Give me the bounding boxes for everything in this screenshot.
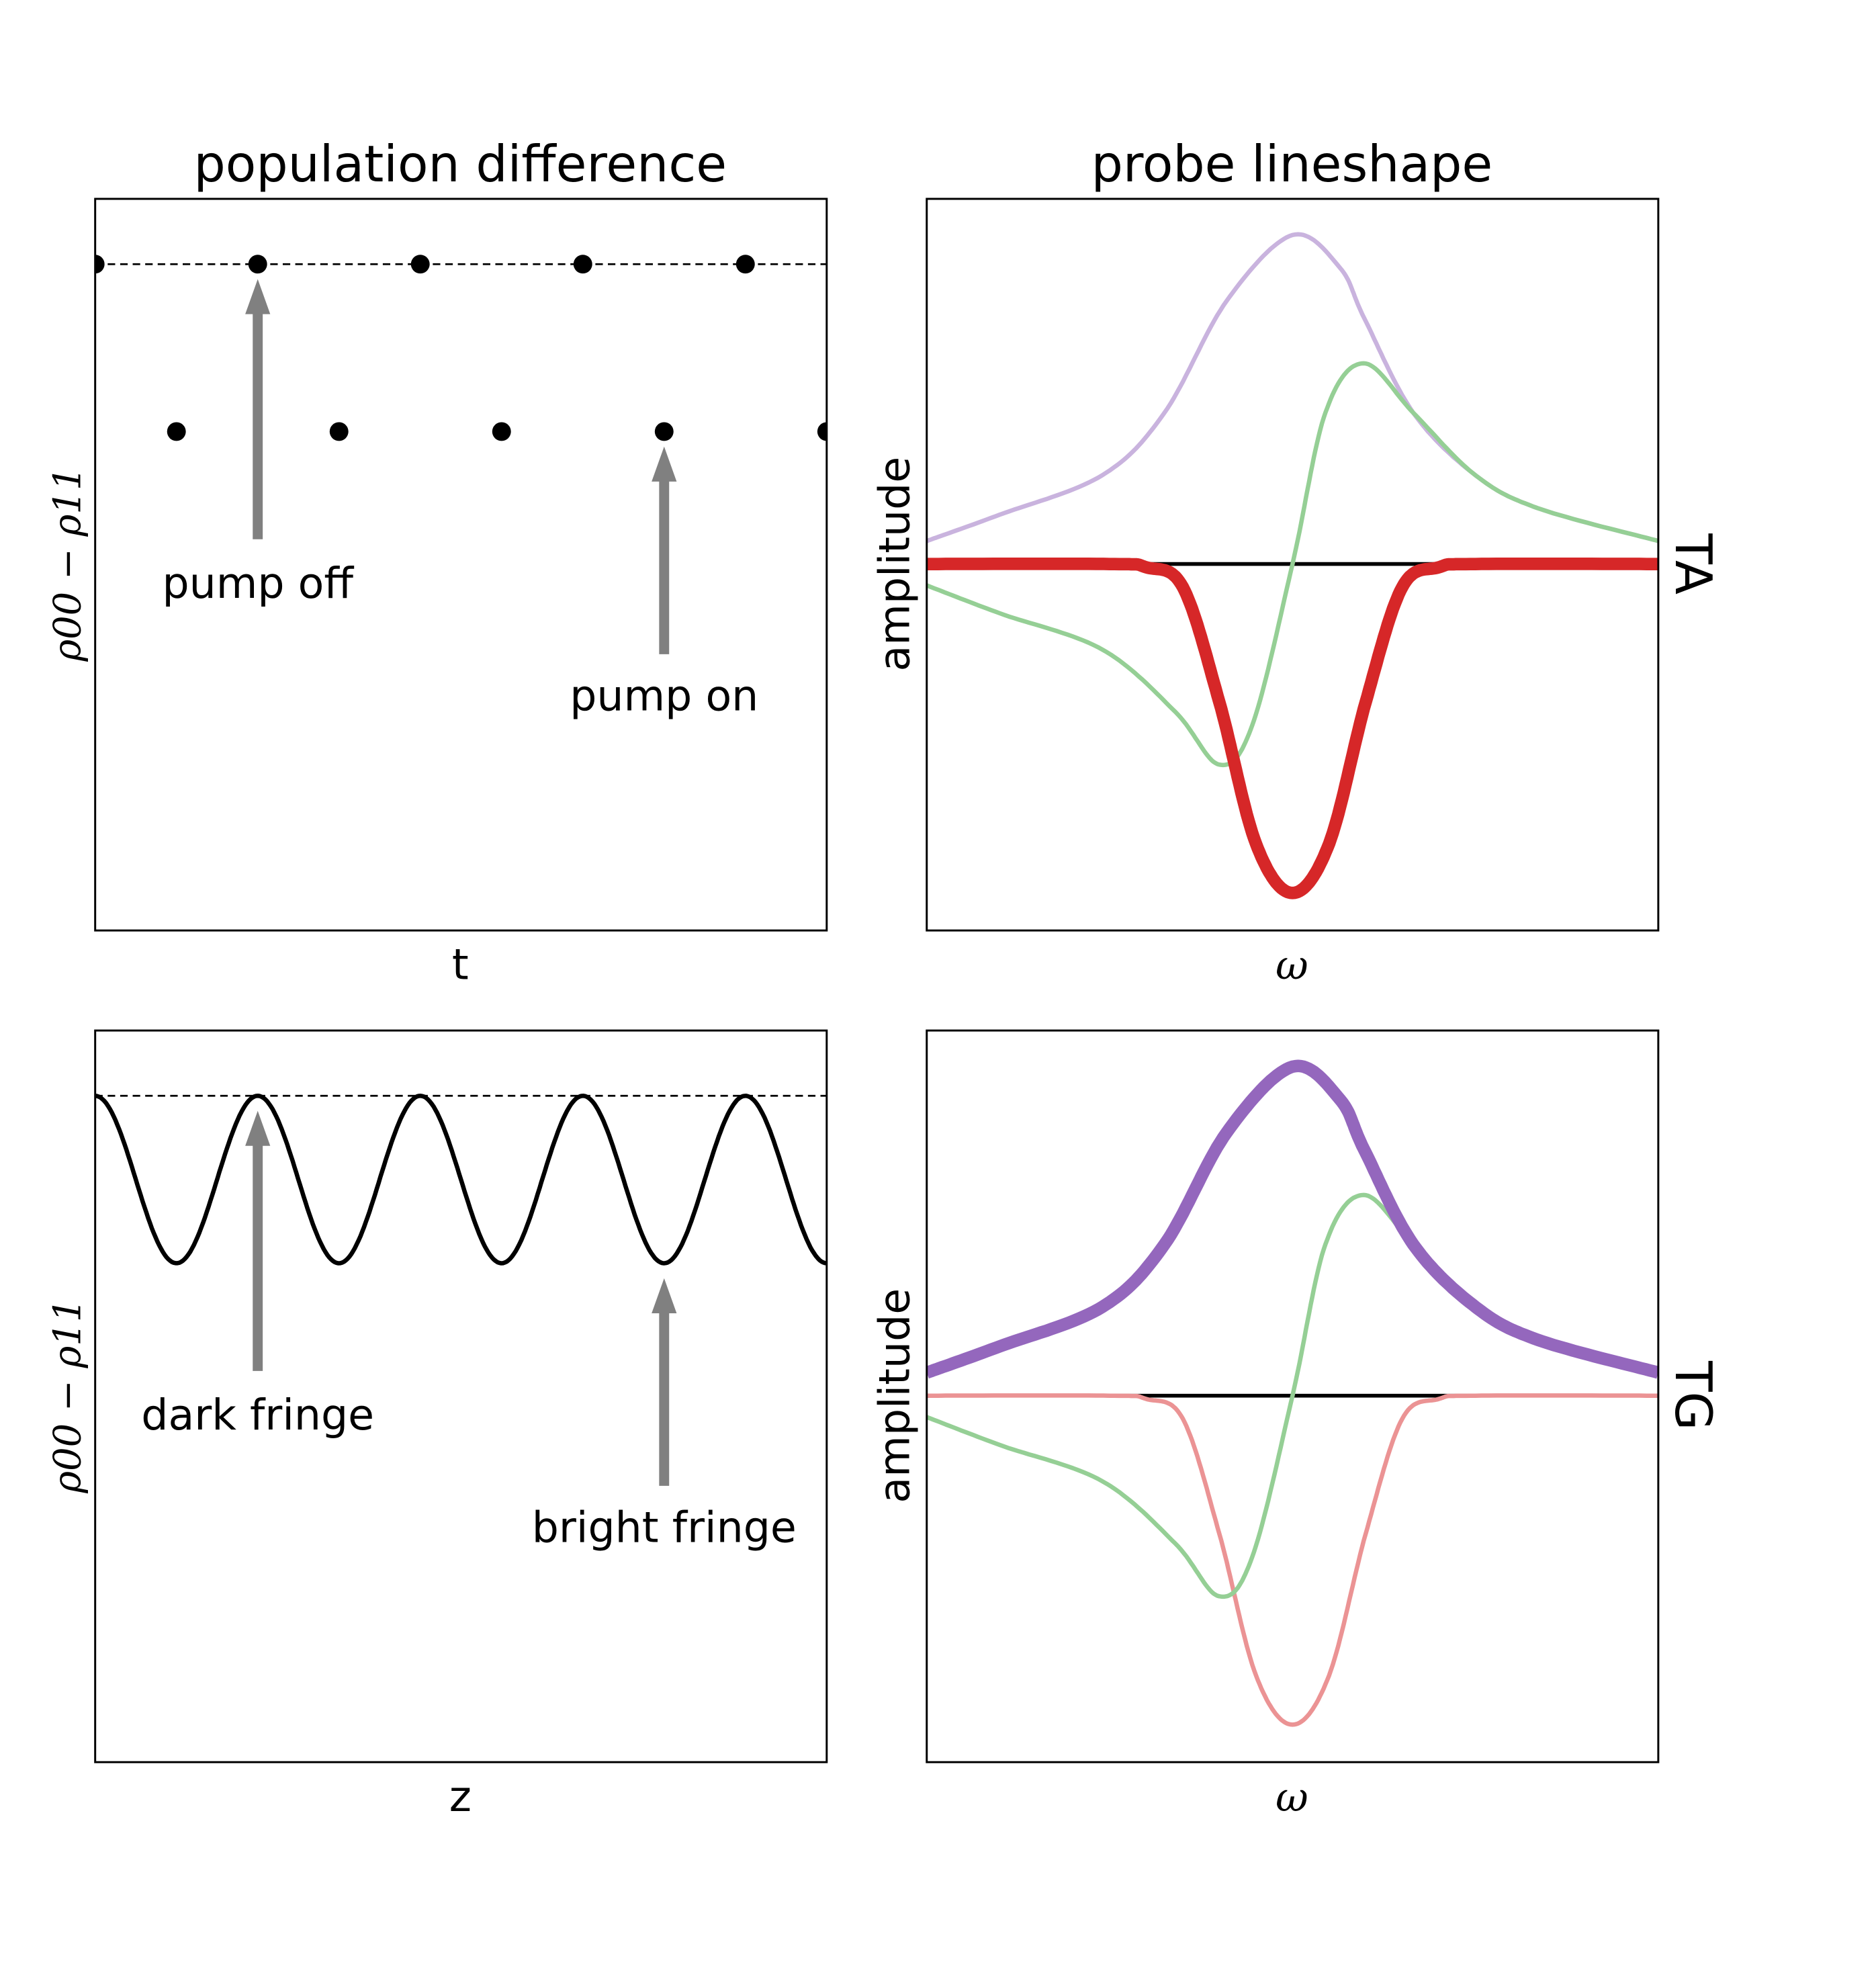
annotation-pump-on: pump on xyxy=(570,670,758,720)
annotation-arrowhead xyxy=(245,1110,271,1146)
axes-frame xyxy=(94,197,828,932)
series-line-red xyxy=(926,557,1658,899)
ylabel-br: amplitude xyxy=(870,1288,920,1503)
series-line-red xyxy=(926,1393,1658,1727)
xlabel-br: ω xyxy=(1276,1775,1308,1821)
annotation-pump-off: pump off xyxy=(162,558,354,608)
data-point xyxy=(654,422,674,441)
side-label-tg: TG xyxy=(1664,1360,1722,1430)
series-line-purple xyxy=(926,1059,1658,1379)
series-line-green xyxy=(926,361,1658,768)
annotation-arrowhead xyxy=(652,446,677,482)
data-point xyxy=(410,255,430,274)
axes-frame xyxy=(926,197,1660,932)
annotation-arrowhead xyxy=(652,1278,677,1313)
data-point xyxy=(573,255,592,274)
data-point xyxy=(492,422,511,441)
data-point xyxy=(248,255,267,274)
ylabel-tl: ρ00 − ρ11 xyxy=(46,467,89,662)
data-point xyxy=(735,255,755,274)
annotation-bright-fringe: bright fringe xyxy=(532,1503,797,1552)
title-left: population difference xyxy=(194,135,727,193)
xlabel-tl: t xyxy=(452,940,469,989)
data-point xyxy=(329,422,349,441)
xlabel-tr: ω xyxy=(1276,943,1308,989)
series-line-black xyxy=(95,1094,827,1266)
data-point xyxy=(817,422,827,441)
ylabel-tr: amplitude xyxy=(870,457,920,672)
axes-frame xyxy=(94,1029,828,1763)
annotation-arrowhead xyxy=(245,279,271,314)
ylabel-bl: ρ00 − ρ11 xyxy=(46,1298,89,1494)
data-point xyxy=(95,255,105,274)
data-point xyxy=(167,422,186,441)
series-line-purple xyxy=(926,232,1658,543)
axes-frame xyxy=(926,1029,1660,1763)
side-label-ta: TA xyxy=(1664,533,1722,595)
annotation-dark-fringe: dark fringe xyxy=(141,1390,374,1440)
xlabel-bl: z xyxy=(449,1771,472,1821)
title-right: probe lineshape xyxy=(1091,135,1493,193)
